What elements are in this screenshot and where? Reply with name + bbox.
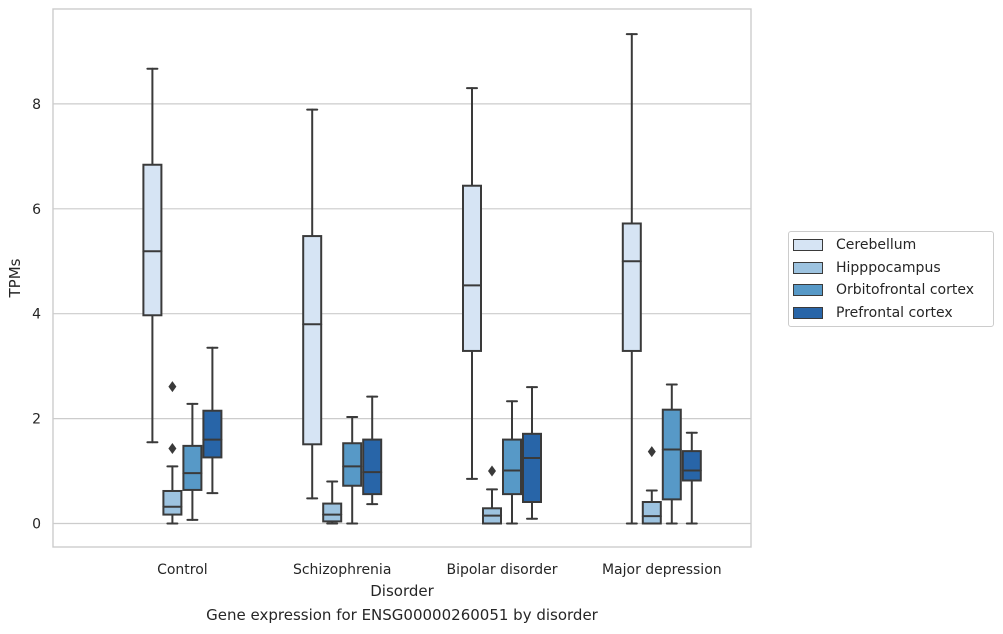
box-major-depression-hipppocampus-iqr — [641, 500, 662, 525]
y-tick-label-2: 2 — [32, 412, 41, 428]
legend-swatch-cerebellum — [793, 239, 823, 251]
y-tick-label-6: 6 — [32, 202, 41, 218]
box-control-hipppocampus-outlier-1 — [168, 381, 177, 393]
y-axis-label: TPMs — [6, 258, 24, 298]
box-control-hipppocampus — [162, 381, 183, 525]
legend-swatch-orbitofrontal-cortex — [793, 284, 823, 296]
box-control-prefrontal-cortex-iqr — [202, 409, 223, 459]
box-bipolar-disorder-hipppocampus — [482, 465, 502, 525]
legend-item-cerebellum: Cerebellum — [793, 235, 916, 255]
x-tick-label-control: Control — [157, 562, 208, 578]
box-control-orbitofrontal-cortex-iqr — [182, 444, 203, 491]
y-tick-label-0: 0 — [32, 517, 41, 533]
box-schizophrenia-cerebellum-iqr — [302, 235, 323, 446]
legend-label-hippocampus: Hipppocampus — [836, 260, 941, 276]
box-bipolar-disorder-hipppocampus-outlier-0 — [488, 465, 496, 477]
y-tick-labels: 0 2 4 6 8 — [32, 97, 41, 533]
box-bipolar-disorder-prefrontal-cortex — [522, 386, 542, 520]
box-control-orbitofrontal-cortex — [182, 402, 203, 521]
box-major-depression-prefrontal-cortex — [681, 431, 702, 525]
legend-label-cerebellum: Cerebellum — [836, 237, 917, 253]
legend-item-hippocampus: Hipppocampus — [793, 258, 941, 278]
box-major-depression-hipppocampus — [641, 446, 662, 525]
box-major-depression-hipppocampus-outlier-0 — [647, 446, 656, 458]
box-major-depression-orbitofrontal-cortex — [661, 383, 682, 525]
box-bipolar-disorder-cerebellum-iqr — [462, 184, 482, 352]
box-control-cerebellum-iqr — [142, 163, 163, 317]
box-bipolar-disorder-cerebellum — [462, 87, 482, 480]
legend-item-orbitofrontal-cortex: Orbitofrontal cortex — [793, 280, 974, 300]
legend-item-prefrontal-cortex: Prefrontal cortex — [793, 303, 953, 323]
box-major-depression-prefrontal-cortex-iqr — [681, 450, 702, 482]
box-schizophrenia-prefrontal-cortex — [362, 395, 383, 506]
x-tick-label-bipolar-disorder: Bipolar disorder — [446, 562, 557, 578]
box-schizophrenia-cerebellum — [302, 108, 323, 500]
boxes — [142, 33, 702, 525]
x-axis-label: Disorder — [370, 582, 434, 600]
box-control-hipppocampus-iqr — [162, 489, 183, 516]
box-control-hipppocampus-outlier-0 — [168, 442, 177, 454]
box-bipolar-disorder-orbitofrontal-cortex-iqr — [502, 438, 522, 496]
box-schizophrenia-prefrontal-cortex-iqr — [362, 438, 383, 496]
box-schizophrenia-hipppocampus-iqr — [322, 502, 343, 523]
y-tick-label-8: 8 — [32, 97, 41, 113]
legend-swatch-hippocampus — [793, 262, 823, 274]
legend: Cerebellum Hipppocampus Orbitofrontal co… — [788, 231, 994, 327]
x-tick-label-major-depression: Major depression — [602, 562, 722, 578]
box-control-cerebellum — [142, 67, 163, 444]
box-bipolar-disorder-prefrontal-cortex-iqr — [522, 432, 542, 503]
legend-swatch-prefrontal-cortex — [793, 307, 823, 319]
figure-caption: Gene expression for ENSG00000260051 by d… — [206, 606, 598, 624]
box-control-prefrontal-cortex — [202, 346, 223, 495]
box-major-depression-orbitofrontal-cortex-iqr — [661, 408, 682, 501]
y-tick-label-4: 4 — [32, 307, 41, 323]
box-major-depression-cerebellum-iqr — [621, 222, 642, 352]
box-schizophrenia-hipppocampus — [322, 480, 343, 525]
legend-label-prefrontal-cortex: Prefrontal cortex — [836, 305, 953, 321]
legend-label-orbitofrontal-cortex: Orbitofrontal cortex — [836, 282, 974, 298]
box-bipolar-disorder-orbitofrontal-cortex — [502, 400, 522, 525]
box-schizophrenia-orbitofrontal-cortex-iqr — [342, 442, 363, 487]
x-tick-label-schizophrenia: Schizophrenia — [293, 562, 391, 578]
x-tick-labels: Control Schizophrenia Bipolar disorder Majo… — [157, 562, 722, 578]
box-major-depression-cerebellum — [621, 33, 642, 525]
box-schizophrenia-orbitofrontal-cortex — [342, 416, 363, 525]
